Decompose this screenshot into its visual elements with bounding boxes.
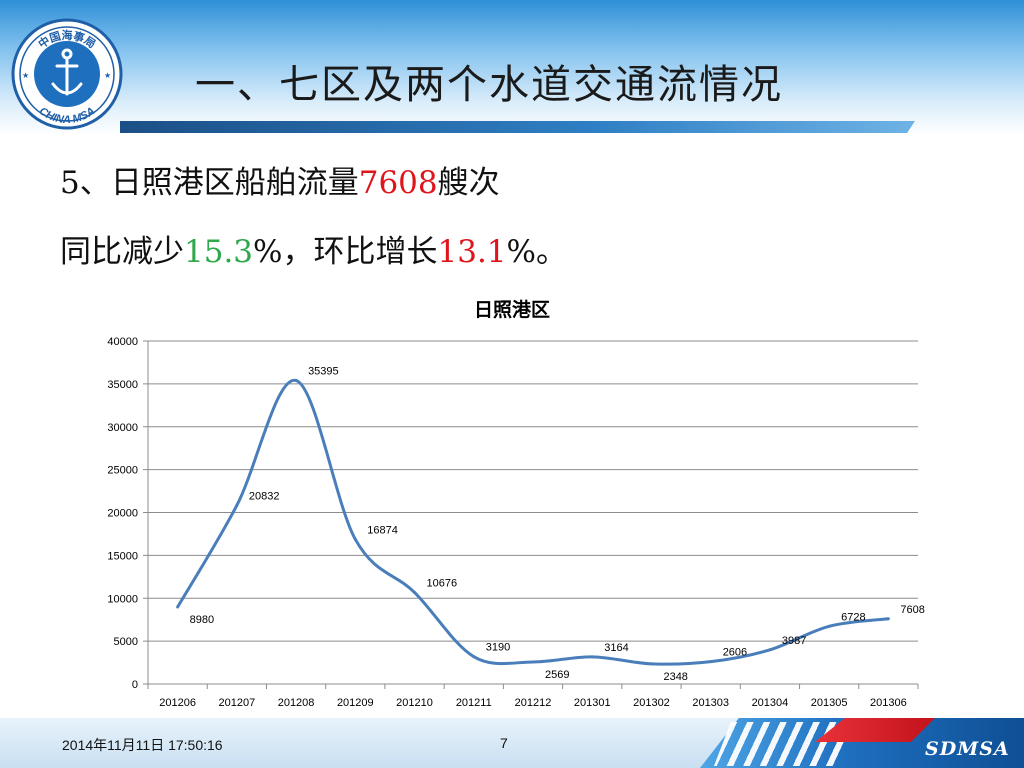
data-label: 20832 [249, 490, 280, 502]
data-label: 35395 [308, 365, 339, 377]
summary-line-2-suffix: %。 [506, 234, 567, 270]
x-tick-label: 201208 [278, 697, 315, 709]
data-point [531, 660, 535, 664]
x-tick-label: 201301 [574, 697, 611, 709]
chart-title: 日照港区 [474, 299, 550, 321]
data-point [709, 660, 713, 664]
y-tick-label: 40000 [107, 336, 138, 348]
x-tick-label: 201209 [337, 697, 374, 709]
data-point [827, 624, 831, 628]
data-label: 2348 [663, 671, 687, 683]
header-accent-bar [120, 121, 915, 133]
data-label: 16874 [367, 524, 398, 536]
logo-top-text: 中国海事局 [36, 28, 98, 51]
data-point [768, 648, 772, 652]
x-tick-label: 201207 [218, 697, 255, 709]
y-tick-label: 30000 [107, 422, 138, 434]
x-tick-label: 201210 [396, 697, 433, 709]
yoy-decrease-value: 15.3 [184, 234, 254, 270]
data-point [353, 537, 357, 541]
data-point [472, 655, 476, 659]
summary-line-1-suffix: 艘次 [437, 165, 500, 201]
data-point [886, 617, 890, 621]
summary-line-1-prefix: 5、日照港区船舶流量 [60, 165, 359, 201]
data-label: 2606 [723, 647, 747, 659]
data-point [649, 662, 653, 666]
x-tick-label: 201302 [633, 697, 670, 709]
svg-text:中国海事局: 中国海事局 [36, 28, 98, 51]
footer-brand: SDMSA [925, 738, 1010, 760]
y-tick-label: 25000 [107, 465, 138, 477]
data-label: 3190 [486, 642, 510, 654]
x-tick-label: 201211 [456, 697, 492, 709]
data-label: 10676 [427, 577, 458, 589]
header-band [0, 0, 1024, 135]
summary-line-2: 同比减少15.3%，环比增长13.1%。 [60, 226, 567, 271]
series-line [176, 378, 889, 666]
data-point [176, 605, 180, 609]
data-label: 8980 [190, 614, 214, 626]
mom-increase-value: 13.1 [437, 234, 507, 270]
slide-title: 一、七区及两个水道交通流情况 [195, 62, 783, 108]
x-tick-label: 201304 [752, 697, 789, 709]
page-number: 7 [500, 735, 508, 751]
y-tick-label: 10000 [107, 593, 138, 605]
anchor-icon [51, 48, 83, 96]
y-tick-label: 5000 [114, 636, 138, 648]
x-tick-label: 201305 [811, 697, 848, 709]
data-label: 2569 [545, 669, 569, 681]
footer-stripes [714, 722, 854, 766]
data-point [235, 503, 239, 507]
data-point [590, 655, 594, 659]
y-tick-label: 15000 [107, 550, 138, 562]
svg-text:★: ★ [104, 71, 111, 80]
data-point [294, 378, 298, 382]
x-tick-label: 201306 [870, 697, 907, 709]
y-tick-label: 20000 [107, 508, 138, 520]
y-tick-label: 0 [132, 679, 138, 691]
svg-text:★: ★ [22, 71, 29, 80]
y-tick-label: 35000 [107, 379, 138, 391]
summary-line-2-mid: %，环比增长 [253, 234, 438, 270]
data-label: 7608 [900, 604, 924, 616]
data-point [413, 590, 417, 594]
footer-date: 2014年11月11日 17:50:16 [62, 737, 223, 753]
x-tick-label: 201212 [515, 697, 552, 709]
data-label: 3164 [604, 642, 628, 654]
summary-line-1: 5、日照港区船舶流量7608艘次 [60, 157, 500, 202]
data-label: 6728 [841, 611, 865, 623]
x-tick-label: 201303 [692, 697, 729, 709]
traffic-volume-value: 7608 [358, 165, 438, 201]
data-label: 3987 [782, 635, 806, 647]
china-msa-logo: 中国海事局 CHINA MSA ★ ★ [11, 18, 123, 130]
summary-line-2-prefix: 同比减少 [60, 234, 184, 270]
x-tick-label: 201206 [159, 697, 196, 709]
